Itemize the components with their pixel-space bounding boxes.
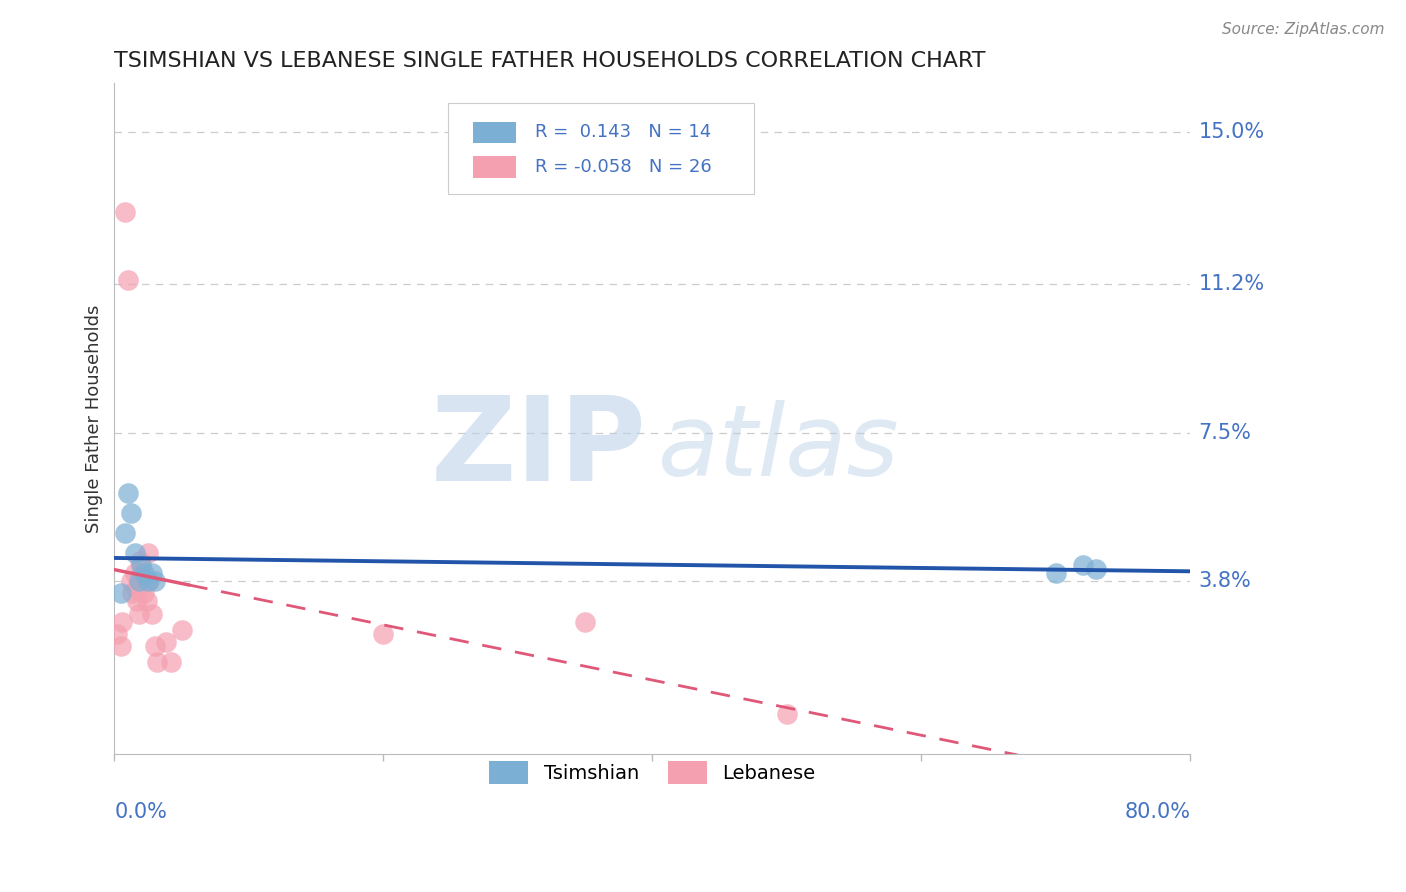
Text: 11.2%: 11.2% [1198, 274, 1264, 294]
Point [135, 594, 157, 608]
Point [574, 615, 596, 629]
Point [146, 655, 169, 669]
Point [117, 486, 139, 500]
Point [114, 205, 136, 219]
Y-axis label: Single Father Households: Single Father Households [86, 304, 103, 533]
Point [110, 586, 132, 600]
Point [155, 634, 177, 648]
Point [128, 574, 150, 589]
Point [131, 558, 153, 573]
Point [132, 586, 155, 600]
Text: ZIP: ZIP [430, 392, 647, 507]
Point [1071, 558, 1094, 573]
Point [128, 607, 150, 621]
Point [1045, 566, 1067, 581]
Point [110, 639, 132, 653]
FancyBboxPatch shape [449, 103, 755, 194]
Point [143, 639, 166, 653]
Text: R = -0.058   N = 26: R = -0.058 N = 26 [536, 158, 711, 177]
Point [776, 706, 799, 721]
Point [120, 506, 142, 520]
Point [141, 607, 163, 621]
Point [117, 273, 139, 287]
Point [132, 566, 155, 581]
Point [111, 615, 134, 629]
Legend: Tsimshian, Lebanese: Tsimshian, Lebanese [481, 754, 824, 791]
Text: TSIMSHIAN VS LEBANESE SINGLE FATHER HOUSEHOLDS CORRELATION CHART: TSIMSHIAN VS LEBANESE SINGLE FATHER HOUS… [114, 51, 986, 70]
FancyBboxPatch shape [472, 156, 516, 178]
Point [124, 566, 146, 581]
Point [138, 574, 160, 589]
Text: Source: ZipAtlas.com: Source: ZipAtlas.com [1222, 22, 1385, 37]
Text: 15.0%: 15.0% [1198, 121, 1264, 142]
Point [170, 623, 193, 637]
Point [141, 566, 163, 581]
Point [125, 582, 148, 597]
FancyBboxPatch shape [472, 121, 516, 143]
Point [121, 586, 143, 600]
Text: 0.0%: 0.0% [114, 802, 167, 822]
Text: R =  0.143   N = 14: R = 0.143 N = 14 [536, 123, 711, 141]
Point [129, 554, 152, 568]
Text: 3.8%: 3.8% [1198, 572, 1251, 591]
Point [124, 546, 146, 560]
Point [105, 626, 128, 640]
Point [136, 574, 159, 589]
Text: 7.5%: 7.5% [1198, 423, 1251, 442]
Point [1085, 562, 1108, 576]
Point [120, 574, 142, 589]
Text: 80.0%: 80.0% [1125, 802, 1189, 822]
Point [136, 546, 159, 560]
Point [160, 655, 183, 669]
Point [114, 526, 136, 541]
Text: atlas: atlas [658, 401, 900, 498]
Point [373, 626, 395, 640]
Point [127, 594, 149, 608]
Point [143, 574, 166, 589]
Point [131, 566, 153, 581]
